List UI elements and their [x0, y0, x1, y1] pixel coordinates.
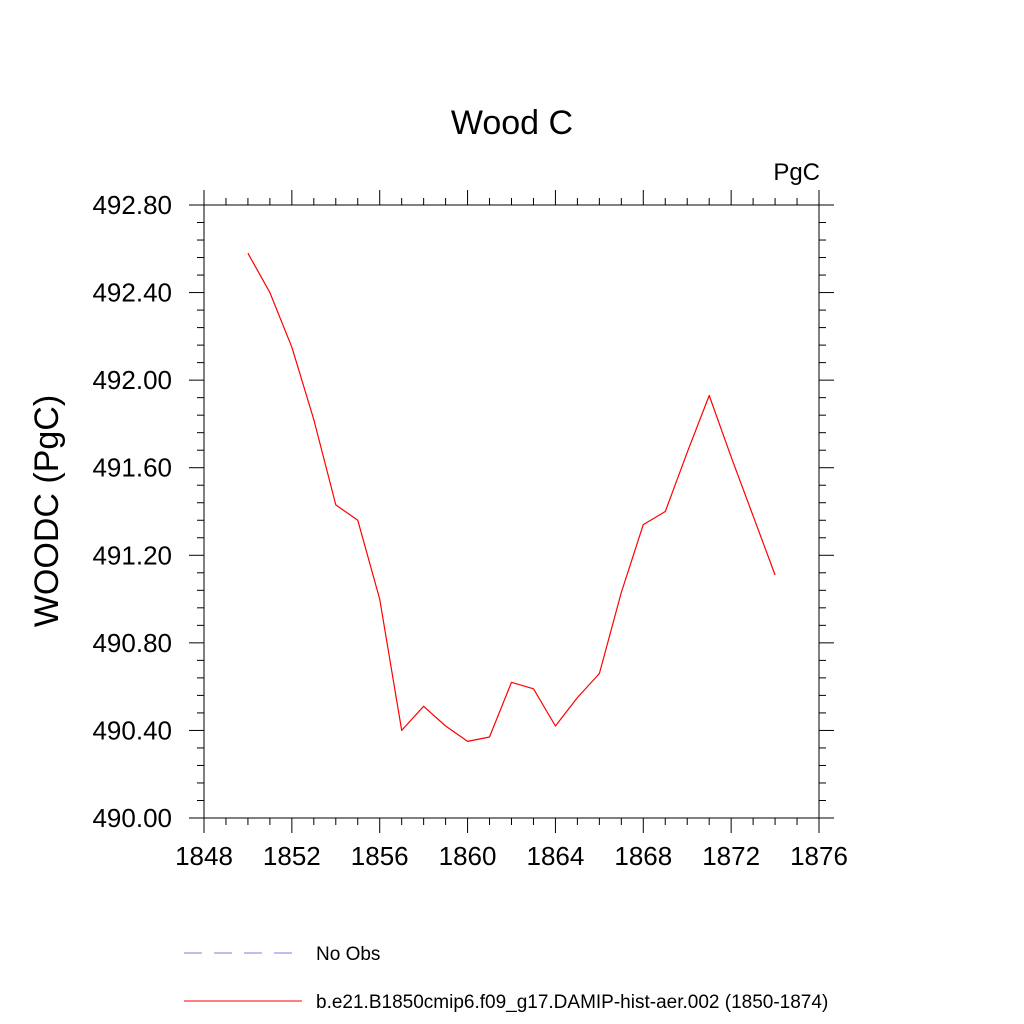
legend-label: No Obs: [316, 944, 380, 965]
x-tick-label: 1864: [527, 841, 585, 871]
x-tick-label: 1848: [175, 841, 233, 871]
x-tick-label: 1876: [790, 841, 848, 871]
x-tick-label: 1872: [702, 841, 760, 871]
y-axis-label: WOODC (PgC): [28, 395, 66, 627]
y-tick-label: 492.40: [92, 278, 172, 308]
y-tick-label: 491.60: [92, 453, 172, 483]
x-tick-label: 1860: [439, 841, 497, 871]
x-tick-label: 1868: [614, 841, 672, 871]
plot-frame: [203, 204, 820, 819]
y-tick-label: 491.20: [92, 540, 172, 570]
y-tick-label: 490.00: [92, 803, 172, 833]
units-label: PgC: [773, 159, 820, 186]
series-line: [247, 252, 776, 743]
y-tick-label: 490.80: [92, 628, 172, 658]
series-layer: [247, 252, 776, 743]
chart-title: Wood C: [451, 104, 573, 142]
y-tick-label: 492.00: [92, 365, 172, 395]
y-tick-label: 490.40: [92, 715, 172, 745]
x-tick-label: 1852: [263, 841, 321, 871]
legend-label: b.e21.B1850cmip6.f09_g17.DAMIP-hist-aer.…: [316, 992, 828, 1013]
axis-ticks: 1848 1852 1856 1860 1864 1868 1872 1876 490.00 49…: [92, 190, 848, 871]
x-tick-label: 1856: [351, 841, 409, 871]
y-tick-label: 492.80: [92, 190, 172, 220]
legend: No Obs b.e21.B1850cmip6.f09_g17.DAMIP-his…: [184, 944, 828, 1013]
